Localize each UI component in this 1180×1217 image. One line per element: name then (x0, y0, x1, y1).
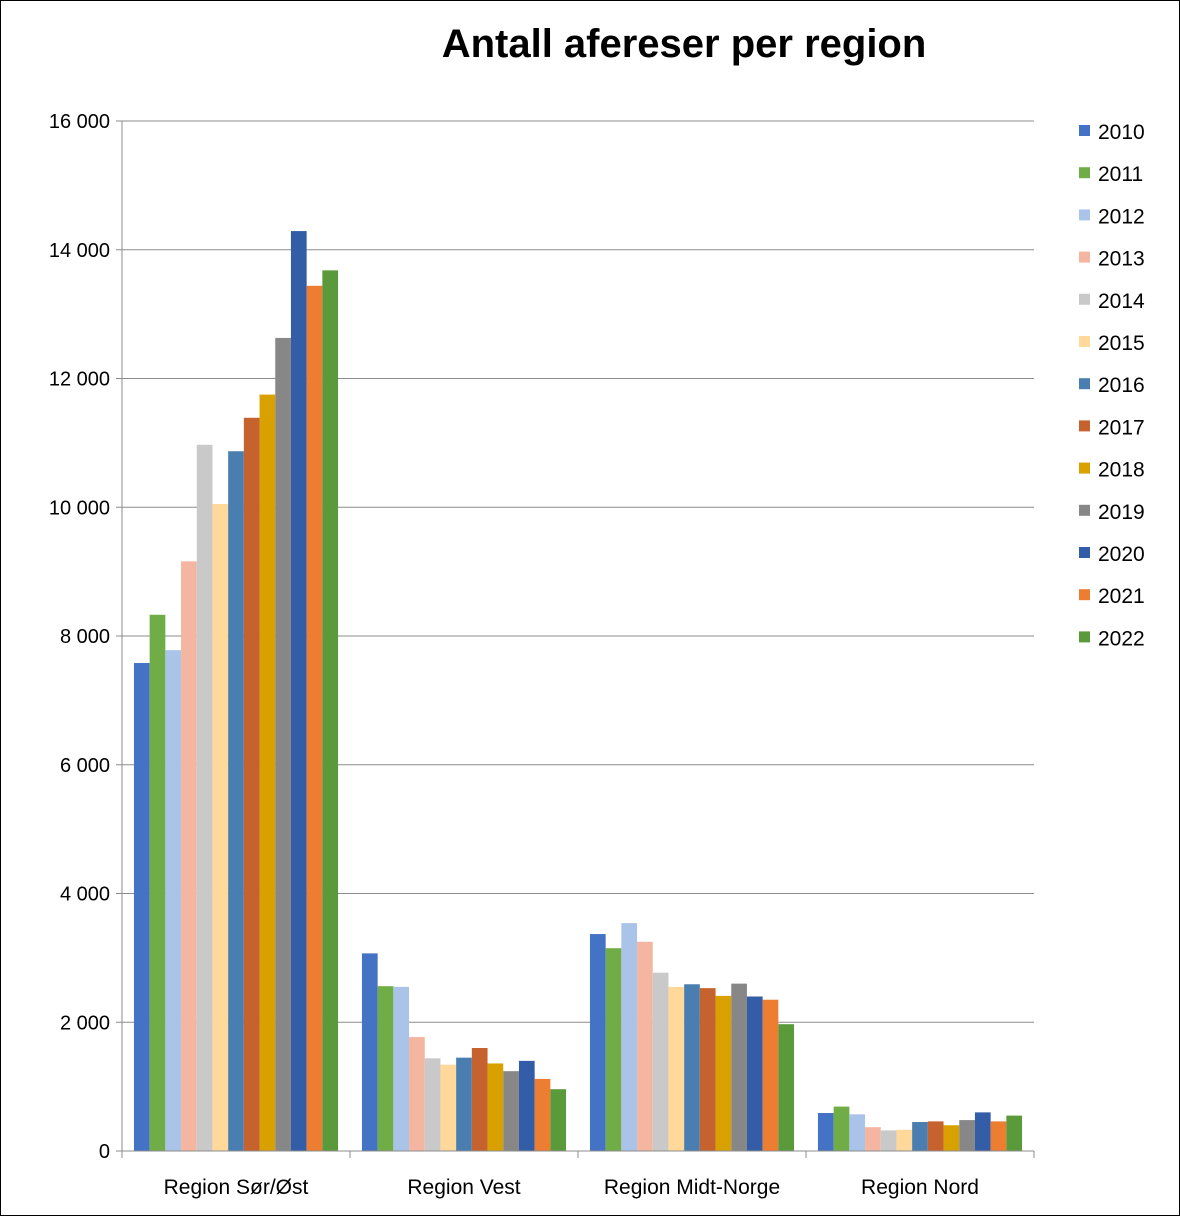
y-tick-label: 0 (99, 1141, 110, 1163)
bar-2014-2 (652, 972, 669, 1151)
bar-2020-2 (746, 996, 763, 1151)
bar-2015-0 (212, 504, 229, 1151)
legend-label-2018: 2018 (1098, 459, 1145, 482)
x-category-label: Region Vest (407, 1176, 520, 1199)
bar-2014-3 (880, 1130, 897, 1151)
legend-swatch-2019 (1079, 504, 1090, 516)
bar-2016-3 (912, 1122, 928, 1151)
bar-2010-1 (361, 953, 378, 1151)
bar-2018-0 (259, 394, 276, 1151)
legend-swatch-2012 (1079, 209, 1090, 221)
x-category-label: Region Midt-Norge (604, 1176, 780, 1199)
legend-swatch-2013 (1079, 251, 1090, 263)
legend-label-2017: 2017 (1098, 416, 1145, 439)
legend-label-2012: 2012 (1098, 205, 1145, 228)
legend-swatch-2010 (1079, 125, 1090, 136)
x-axis-categories: Region Sør/Øst Region Vest Region Midt-Nor… (164, 1176, 979, 1199)
bar-2017-3 (927, 1121, 944, 1151)
bar-2013-2 (637, 941, 653, 1151)
bar-2018-1 (487, 1063, 504, 1151)
bar-2020-1 (518, 1060, 535, 1151)
bars (133, 231, 1023, 1152)
bar-2019-3 (959, 1120, 975, 1151)
y-tick-label: 14 000 (49, 240, 110, 262)
bar-2012-1 (393, 986, 410, 1151)
bar-2019-1 (503, 1071, 519, 1151)
legend-swatch-2016 (1079, 378, 1090, 390)
bar-2017-1 (471, 1048, 488, 1151)
bar-2022-1 (550, 1089, 567, 1151)
bar-2021-2 (762, 999, 779, 1151)
bar-2010-0 (133, 663, 150, 1151)
bar-2011-0 (149, 614, 166, 1151)
legend-label-2022: 2022 (1098, 627, 1145, 650)
bar-2016-2 (684, 984, 700, 1151)
bar-2013-3 (865, 1127, 881, 1151)
legend-swatch-2021 (1079, 589, 1090, 601)
legend-swatch-2018 (1079, 462, 1090, 474)
y-tick-label: 10 000 (49, 497, 110, 519)
bar-2022-2 (778, 1024, 795, 1151)
legend-swatch-2015 (1079, 336, 1090, 347)
bar-2012-2 (621, 923, 638, 1151)
bar-2021-0 (306, 285, 323, 1151)
bar-2011-1 (377, 986, 394, 1151)
bar-2011-3 (833, 1106, 850, 1151)
legend-label-2019: 2019 (1098, 501, 1145, 524)
bar-2018-2 (715, 995, 732, 1151)
legend-swatch-2022 (1079, 631, 1090, 643)
chart-title: Antall afereser per region (442, 22, 927, 66)
y-tick-label: 2 000 (60, 1012, 110, 1034)
legend-swatch-2011 (1079, 167, 1090, 179)
y-axis-ticks: 0 2 000 4 000 6 000 8 000 10 000 12 000 14 000 1… (49, 111, 110, 1163)
legend-label-2015: 2015 (1098, 332, 1145, 355)
bar-2020-0 (290, 231, 307, 1152)
bar-2016-1 (456, 1057, 472, 1151)
legend-label-2010: 2010 (1098, 121, 1145, 144)
legend-swatch-2020 (1079, 547, 1090, 558)
y-tick-label: 16 000 (49, 111, 110, 133)
bar-2019-2 (731, 983, 747, 1151)
legend-swatch-2017 (1079, 420, 1090, 432)
bar-2017-2 (699, 988, 716, 1151)
bar-2010-3 (817, 1113, 834, 1151)
legend-label-2013: 2013 (1098, 248, 1145, 271)
legend: 2010 2011 2012 2013 2014 2015 2016 2017 2018 2019… (1079, 121, 1145, 650)
bar-2011-2 (605, 948, 622, 1151)
legend-swatch-2014 (1079, 293, 1090, 305)
y-tick-label: 4 000 (60, 884, 110, 906)
bar-2012-0 (165, 650, 182, 1151)
bar-2015-3 (896, 1129, 913, 1151)
y-tick-label: 8 000 (60, 626, 110, 648)
x-category-label: Region Sør/Øst (164, 1176, 309, 1199)
bar-2016-0 (228, 451, 244, 1151)
legend-label-2021: 2021 (1098, 585, 1145, 608)
bar-2021-3 (990, 1121, 1007, 1151)
legend-label-2011: 2011 (1098, 163, 1143, 186)
bar-2017-0 (243, 417, 260, 1151)
axes (116, 120, 1035, 1158)
bar-2012-3 (849, 1114, 866, 1151)
bar-2014-0 (196, 444, 213, 1151)
bar-2015-1 (440, 1064, 457, 1151)
y-tick-label: 12 000 (49, 369, 110, 391)
legend-label-2020: 2020 (1098, 543, 1145, 566)
bar-2013-0 (181, 561, 197, 1151)
bar-2015-2 (668, 986, 685, 1151)
bar-2014-1 (424, 1058, 441, 1151)
bar-2022-0 (322, 270, 339, 1152)
bar-2019-0 (275, 337, 291, 1152)
bar-2010-2 (589, 934, 606, 1151)
bar-2022-3 (1006, 1115, 1023, 1151)
bar-2013-1 (409, 1037, 425, 1151)
bar-2021-1 (534, 1078, 551, 1151)
bar-2020-3 (974, 1112, 991, 1151)
x-category-label: Region Nord (861, 1176, 979, 1199)
legend-label-2016: 2016 (1098, 374, 1145, 397)
legend-label-2014: 2014 (1098, 290, 1145, 313)
y-tick-label: 6 000 (60, 755, 110, 777)
bar-2018-3 (943, 1125, 960, 1151)
